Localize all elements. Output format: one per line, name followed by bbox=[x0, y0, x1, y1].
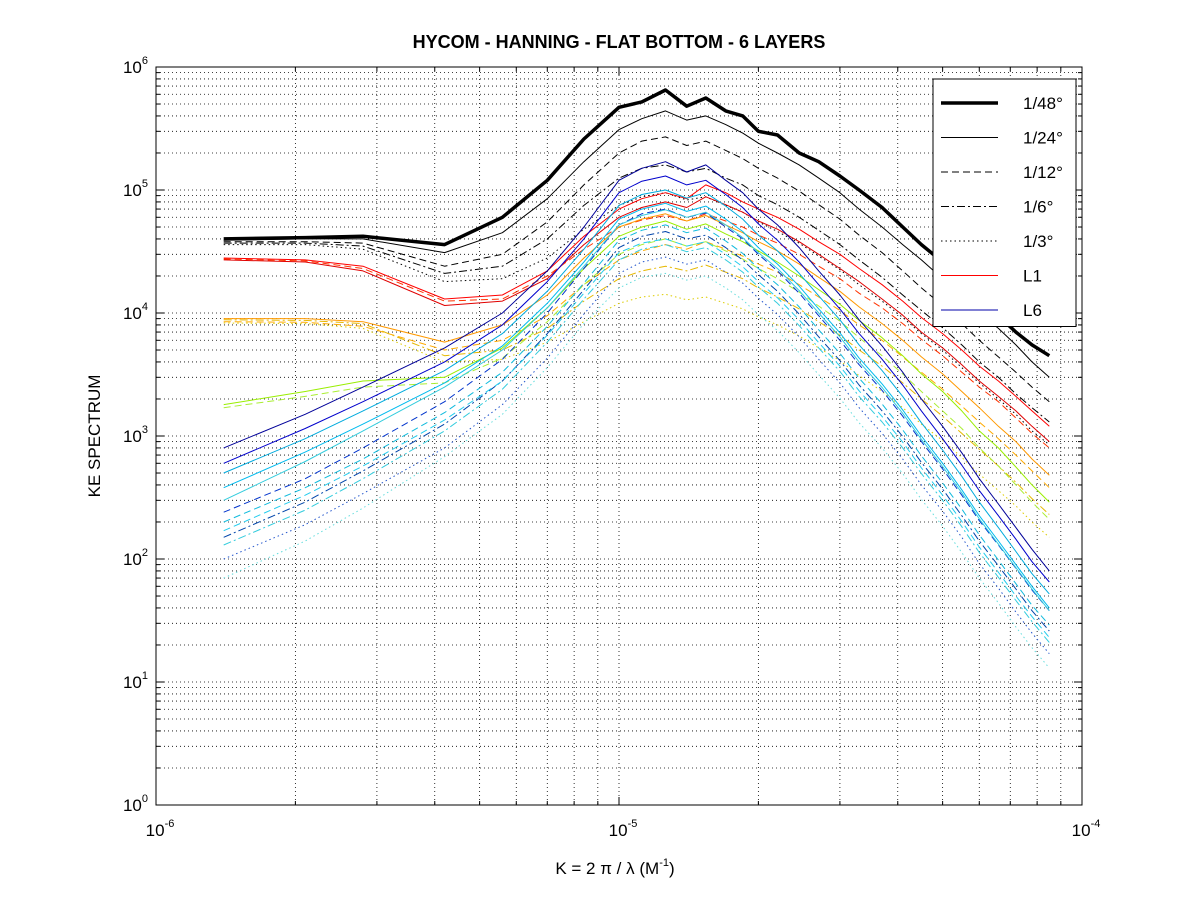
axis-ticks bbox=[155, 67, 1082, 806]
series-line-19 bbox=[223, 189, 1050, 595]
y-tick-base: 10 bbox=[123, 796, 142, 815]
y-tick-label: 103 bbox=[123, 424, 148, 446]
x-tick-base: 10 bbox=[1072, 821, 1091, 840]
y-tick-label: 100 bbox=[123, 793, 148, 815]
series-line-3 bbox=[223, 164, 1050, 423]
x-axis-label-end: ) bbox=[669, 859, 675, 878]
series-line-23 bbox=[223, 244, 1050, 643]
y-tick-exp: 6 bbox=[142, 55, 148, 67]
y-tick-exp: 2 bbox=[142, 547, 148, 559]
x-tick-base: 10 bbox=[609, 821, 628, 840]
series-line-8 bbox=[223, 213, 1050, 476]
x-tick-label: 10-4 bbox=[1072, 818, 1101, 840]
series-line-18 bbox=[223, 256, 1050, 655]
y-tick-label: 104 bbox=[123, 301, 148, 323]
series-line-21 bbox=[223, 209, 1050, 612]
series-line-25 bbox=[223, 238, 1050, 638]
x-tick-exp: -6 bbox=[165, 818, 175, 830]
x-tick-label: 10-5 bbox=[609, 818, 638, 840]
series-line-17 bbox=[223, 231, 1050, 632]
legend-label-0: 1/48° bbox=[1023, 94, 1063, 113]
series-line-9 bbox=[223, 241, 1050, 489]
y-tick-exp: 0 bbox=[142, 793, 148, 805]
series-line-20 bbox=[223, 202, 1050, 609]
y-tick-base: 10 bbox=[123, 673, 142, 692]
chart-title: HYCOM - HANNING - FLAT BOTTOM - 6 LAYERS bbox=[413, 32, 826, 52]
series-line-7 bbox=[223, 213, 1050, 449]
y-tick-base: 10 bbox=[123, 58, 142, 77]
y-tick-exp: 4 bbox=[142, 301, 148, 313]
y-tick-label: 105 bbox=[123, 178, 148, 200]
series-line-14 bbox=[223, 161, 1050, 572]
y-tick-base: 10 bbox=[123, 181, 142, 200]
legend-box bbox=[932, 78, 1077, 327]
x-tick-exp: -4 bbox=[1091, 818, 1101, 830]
x-axis-label-main: K = 2 π / λ (M bbox=[555, 859, 659, 878]
series-line-5 bbox=[223, 184, 1050, 427]
x-tick-base: 10 bbox=[146, 821, 165, 840]
x-axis-label-sup: -1 bbox=[659, 857, 669, 869]
series-line-6 bbox=[223, 196, 1050, 442]
y-tick-base: 10 bbox=[123, 304, 142, 323]
y-tick-label: 106 bbox=[123, 55, 148, 77]
legend: 1/48° 1/24° 1/12° 1/6° 1/3° L1 L6 bbox=[932, 78, 1077, 327]
legend-label-6: L6 bbox=[1023, 301, 1042, 320]
x-tick-label: 10-6 bbox=[146, 818, 175, 840]
series-line-24 bbox=[223, 272, 1050, 669]
series-line-13 bbox=[223, 238, 1050, 520]
series-line-15 bbox=[223, 175, 1050, 583]
y-tick-exp: 1 bbox=[142, 670, 148, 682]
legend-label-2: 1/12° bbox=[1023, 163, 1063, 182]
legend-label-5: L1 bbox=[1023, 267, 1042, 286]
y-tick-base: 10 bbox=[123, 427, 142, 446]
y-tick-exp: 3 bbox=[142, 424, 148, 436]
grid bbox=[156, 67, 1082, 805]
y-tick-exp: 5 bbox=[142, 178, 148, 190]
x-tick-exp: -5 bbox=[628, 818, 638, 830]
y-tick-base: 10 bbox=[123, 550, 142, 569]
series-line-10 bbox=[223, 264, 1050, 515]
legend-label-3: 1/6° bbox=[1023, 198, 1053, 217]
x-axis-label: K = 2 π / λ (M-1) bbox=[555, 857, 674, 878]
y-tick-label: 102 bbox=[123, 547, 148, 569]
y-tick-label: 101 bbox=[123, 670, 148, 692]
legend-label-4: 1/3° bbox=[1023, 232, 1053, 251]
legend-label-1: 1/24° bbox=[1023, 129, 1063, 148]
series-line-22 bbox=[223, 224, 1050, 626]
y-axis-label: KE SPECTRUM bbox=[85, 375, 104, 498]
